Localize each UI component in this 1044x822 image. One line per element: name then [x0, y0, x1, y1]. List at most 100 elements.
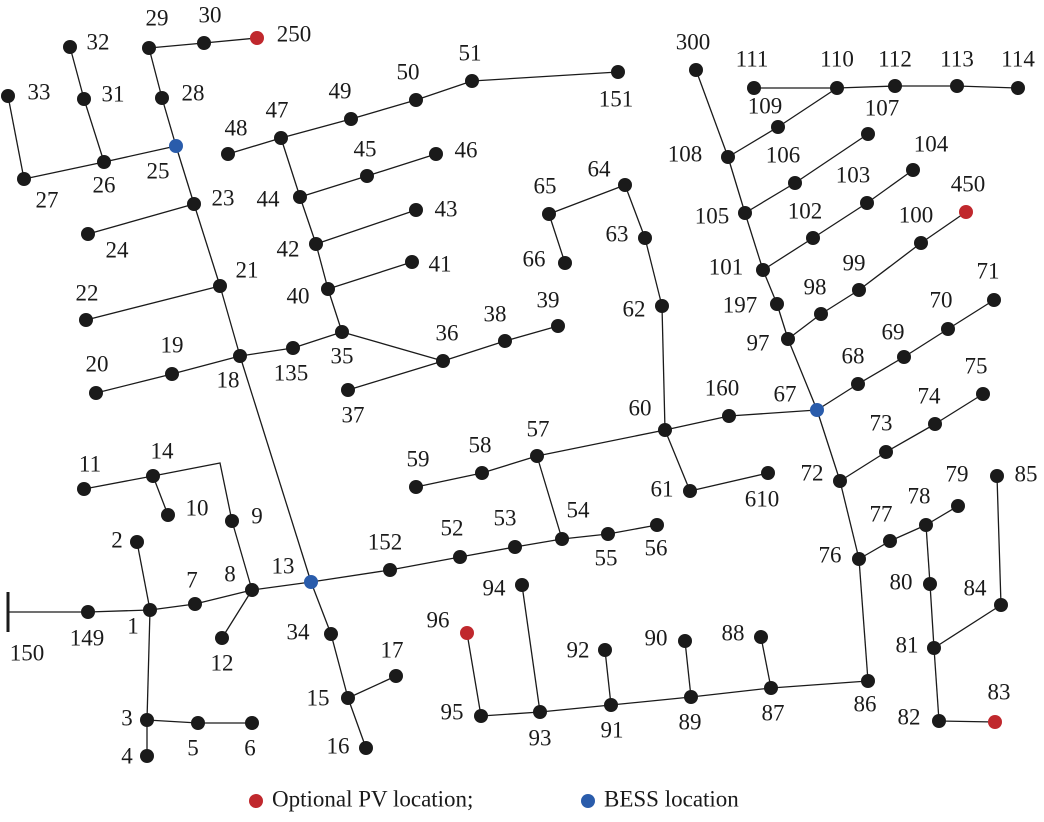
edge [415, 472, 483, 488]
edge [820, 289, 860, 315]
edge [280, 137, 301, 198]
bus-label: 62 [623, 296, 646, 321]
bus [754, 630, 768, 644]
bus-label: 51 [459, 40, 482, 65]
bus [683, 484, 697, 498]
edge [664, 429, 691, 492]
bus [140, 713, 154, 727]
bus [897, 350, 911, 364]
edges [7, 37, 1019, 756]
edge [95, 373, 173, 394]
edge [794, 133, 869, 184]
edge [146, 609, 151, 721]
bus [304, 575, 318, 589]
edge [83, 475, 154, 490]
bus-label: 17 [381, 637, 404, 662]
edge [327, 261, 413, 290]
edge [903, 328, 949, 358]
bus-label: 33 [28, 79, 51, 104]
edge [389, 556, 461, 571]
bus-label: 65 [534, 173, 557, 198]
bus [405, 255, 419, 269]
bus [324, 627, 338, 641]
bus [988, 715, 1002, 729]
bus-label: 44 [257, 186, 281, 211]
edge [315, 209, 417, 245]
bus-label: 54 [567, 497, 591, 522]
bus-label: 68 [842, 343, 865, 368]
bus [130, 535, 144, 549]
bus [990, 469, 1004, 483]
bus [409, 93, 423, 107]
edge [521, 584, 541, 713]
edge [836, 85, 896, 89]
bus-label: 10 [186, 495, 209, 520]
edge [689, 472, 769, 492]
bus [250, 31, 264, 45]
bus [689, 63, 703, 77]
bus [721, 150, 735, 164]
edge [744, 182, 796, 214]
bus [756, 263, 770, 277]
bus-label: 73 [870, 410, 893, 435]
bus-label: 25 [147, 158, 170, 183]
bus [1011, 81, 1025, 95]
bus [81, 227, 95, 241]
edge [152, 462, 233, 522]
bus-label: 103 [836, 162, 871, 187]
edge [816, 409, 841, 482]
bus-label: 49 [329, 78, 352, 103]
bus-label: 105 [695, 203, 730, 228]
bus [830, 81, 844, 95]
edge [858, 558, 869, 682]
edge [548, 184, 626, 215]
bus [851, 377, 865, 391]
edge [347, 360, 444, 391]
bus-label: 32 [87, 29, 110, 54]
edge [661, 305, 666, 431]
bus [678, 634, 692, 648]
edge [442, 340, 506, 362]
bus [806, 231, 820, 245]
bus-label: 111 [736, 46, 769, 71]
bus-label: 70 [930, 287, 953, 312]
bus-label: 78 [908, 483, 931, 508]
bus-label: 22 [76, 280, 99, 305]
bus-label: 91 [601, 717, 624, 742]
edge [327, 288, 343, 333]
bus-label: 113 [940, 46, 974, 71]
bus [530, 449, 544, 463]
bus-label: 93 [529, 725, 552, 750]
bus [17, 172, 31, 186]
bus [146, 469, 160, 483]
bus-label: 63 [606, 221, 629, 246]
bus [215, 631, 229, 645]
bus-label: 16 [327, 733, 350, 758]
edge [610, 696, 692, 706]
bus-label: 15 [307, 685, 330, 710]
bus-label: 6 [244, 735, 256, 760]
bus-label: 27 [36, 187, 59, 212]
bus [475, 466, 489, 480]
edge [87, 203, 195, 235]
edge [292, 331, 343, 349]
bus-label: 19 [161, 332, 184, 357]
bus-label: 64 [588, 156, 612, 181]
bus-label: 59 [407, 446, 430, 471]
bus-label: 28 [182, 80, 205, 105]
bus [97, 155, 111, 169]
bus [233, 349, 247, 363]
bus [533, 705, 547, 719]
edge [330, 633, 349, 699]
bus [542, 207, 556, 221]
edge [920, 211, 967, 244]
bus [919, 518, 933, 532]
bus [245, 716, 259, 730]
bus [213, 279, 227, 293]
bus [474, 709, 488, 723]
bus-label: 36 [436, 320, 459, 345]
bus-label: 74 [918, 383, 942, 408]
bus-label: 104 [914, 131, 949, 156]
legend-bess-dot [581, 794, 595, 808]
edge [857, 356, 905, 385]
